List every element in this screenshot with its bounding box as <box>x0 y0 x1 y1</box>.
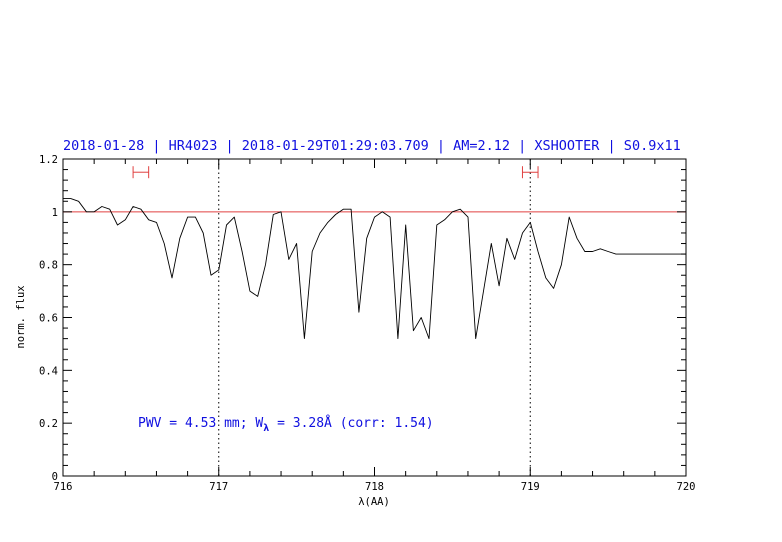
y-tick-label: 0.6 <box>39 313 58 325</box>
spectrum-line-0 <box>63 198 686 340</box>
plot-area: 716 717 718 719 720 0 0.2 0.4 0.6 0.8 1 1.2 <box>39 154 695 493</box>
y-tick-label: 1 <box>52 207 58 219</box>
pwv-annotation-main: PWV = 4.53 mm; W <box>138 416 263 431</box>
pwv-annotation-subscript: λ <box>263 423 269 434</box>
x-tick-label: 718 <box>365 481 384 493</box>
y-tick-label: 1.2 <box>39 154 58 166</box>
pwv-annotation: PWV = 4.53 mm; Wλ = 3.28Å (corr: 1.54) <box>138 415 434 434</box>
x-tick-label: 717 <box>209 481 228 493</box>
y-tick-label: 0.4 <box>39 365 58 377</box>
x-tick-label: 719 <box>521 481 540 493</box>
y-axis-label: norm. flux <box>15 285 27 348</box>
x-tick-label: 720 <box>677 481 696 493</box>
y-tick-label: 0.8 <box>39 260 58 272</box>
pwv-annotation-rest: = 3.28Å (corr: 1.54) <box>269 415 433 431</box>
x-tick-label: 716 <box>54 481 73 493</box>
chart-title: 2018-01-28 | HR4023 | 2018-01-29T01:29:0… <box>63 138 681 154</box>
x-axis-label: λ(AA) <box>358 496 390 508</box>
y-tick-label: 0.2 <box>39 418 58 430</box>
y-tick-label: 0 <box>52 471 58 483</box>
